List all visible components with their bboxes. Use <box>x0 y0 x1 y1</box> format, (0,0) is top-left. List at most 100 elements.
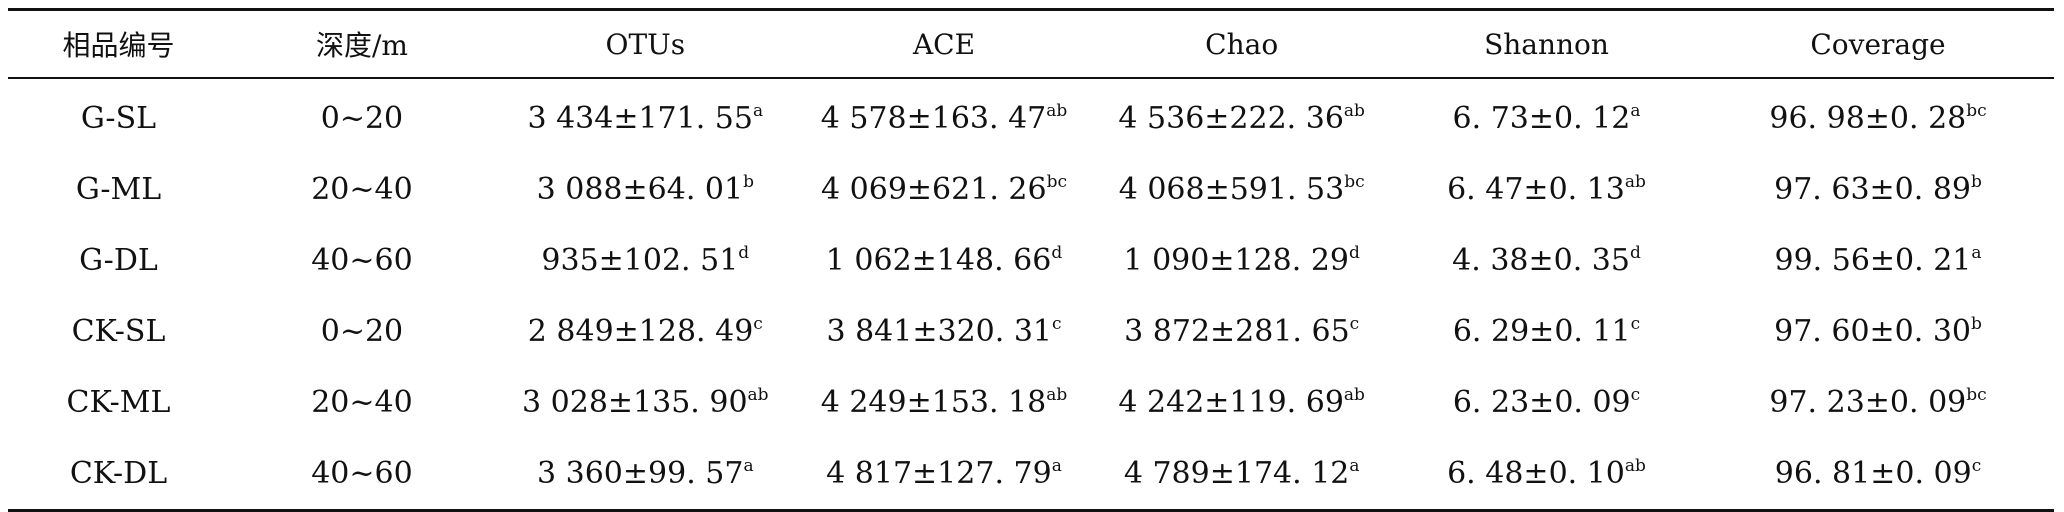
significance-letter: d <box>738 243 750 263</box>
cell-value: 4 069±621. 26 <box>821 172 1047 207</box>
chao-cell: 3 872±281. 65c <box>1092 296 1391 367</box>
otus-cell: 3 360±99. 57a <box>495 438 796 511</box>
significance-letter: a <box>743 456 754 476</box>
otus-cell: 2 849±128. 49c <box>495 296 796 367</box>
shannon-cell: 4. 38±0. 35d <box>1391 225 1702 296</box>
shannon-cell: 6. 47±0. 13ab <box>1391 154 1702 225</box>
sample-id-cell: CK-ML <box>66 385 171 420</box>
significance-letter: a <box>1349 456 1360 476</box>
significance-letter: d <box>1349 243 1360 263</box>
header-ace: ACE <box>912 27 976 61</box>
significance-letter: ab <box>1624 456 1646 476</box>
ace-cell: 4 069±621. 26bc <box>796 154 1093 225</box>
sample-id-cell: CK-SL <box>71 314 166 349</box>
diversity-table: 相品编号 深度/m OTUs ACE Chao Shannon Coverage… <box>8 8 2054 512</box>
otus-cell: 935±102. 51d <box>495 225 796 296</box>
table-row: CK-SL 0~20 2 849±128. 49c 3 841±320. 31c… <box>8 296 2054 367</box>
cell-value: 99. 56±0. 21 <box>1774 243 1972 278</box>
ace-cell: 3 841±320. 31c <box>796 296 1093 367</box>
sample-id-cell: CK-DL <box>69 456 168 491</box>
significance-letter: c <box>1971 456 1982 476</box>
cell-value: 2 849±128. 49 <box>527 314 754 349</box>
significance-letter: ab <box>1046 385 1068 405</box>
significance-letter: d <box>1629 243 1641 263</box>
data-table-container: 相品编号 深度/m OTUs ACE Chao Shannon Coverage… <box>8 8 2054 512</box>
significance-letter: a <box>1051 456 1062 476</box>
significance-letter: ab <box>747 385 769 405</box>
depth-cell: 0~20 <box>320 101 404 136</box>
cell-value: 96. 98±0. 28 <box>1769 101 1967 136</box>
cell-value: 4 249±153. 18 <box>820 385 1047 420</box>
cell-value: 1 090±128. 29 <box>1123 243 1349 278</box>
significance-letter: a <box>1630 101 1641 121</box>
cell-value: 97. 63±0. 89 <box>1774 172 1971 207</box>
table-row: G-ML 20~40 3 088±64. 01b 4 069±621. 26bc… <box>8 154 2054 225</box>
significance-letter: ab <box>1624 172 1646 192</box>
shannon-cell: 6. 48±0. 10ab <box>1391 438 1702 511</box>
cell-value: 3 841±320. 31 <box>826 314 1052 349</box>
table-row: G-SL 0~20 3 434±171. 55a 4 578±163. 47ab… <box>8 78 2054 154</box>
cell-value: 3 434±171. 55 <box>527 101 753 136</box>
table-row: CK-ML 20~40 3 028±135. 90ab 4 249±153. 1… <box>8 367 2054 438</box>
significance-letter: b <box>1971 172 1982 192</box>
significance-letter: b <box>743 172 754 192</box>
cell-value: 6. 29±0. 11 <box>1452 314 1631 349</box>
significance-letter: d <box>1051 243 1063 263</box>
cell-value: 4. 38±0. 35 <box>1452 243 1630 278</box>
shannon-cell: 6. 23±0. 09c <box>1391 367 1702 438</box>
significance-letter: bc <box>1966 101 1987 121</box>
coverage-cell: 96. 81±0. 09c <box>1702 438 2054 511</box>
ace-cell: 4 249±153. 18ab <box>796 367 1093 438</box>
coverage-cell: 97. 23±0. 09bc <box>1702 367 2054 438</box>
cell-value: 4 068±591. 53 <box>1118 172 1345 207</box>
table-row: G-DL 40~60 935±102. 51d 1 062±148. 66d 1… <box>8 225 2054 296</box>
cell-value: 3 872±281. 65 <box>1124 314 1350 349</box>
significance-letter: c <box>1052 314 1062 334</box>
cell-value: 6. 47±0. 13 <box>1447 172 1625 207</box>
cell-value: 935±102. 51 <box>541 243 739 278</box>
cell-value: 6. 48±0. 10 <box>1447 456 1625 491</box>
significance-letter: bc <box>1344 172 1365 192</box>
otus-cell: 3 434±171. 55a <box>495 78 796 154</box>
sample-id-cell: G-DL <box>79 243 158 278</box>
cell-value: 4 817±127. 79 <box>826 456 1052 491</box>
chao-cell: 4 536±222. 36ab <box>1092 78 1391 154</box>
coverage-cell: 97. 60±0. 30b <box>1702 296 2054 367</box>
depth-cell: 40~60 <box>311 243 413 278</box>
cell-value: 96. 81±0. 09 <box>1774 456 1972 491</box>
sample-id-cell: G-ML <box>75 172 162 207</box>
significance-letter: c <box>1630 385 1641 405</box>
coverage-cell: 97. 63±0. 89b <box>1702 154 2054 225</box>
ace-cell: 4 817±127. 79a <box>796 438 1093 511</box>
header-sample-id: 相品编号 <box>62 29 175 62</box>
cell-value: 4 536±222. 36 <box>1118 101 1344 136</box>
chao-cell: 4 242±119. 69ab <box>1092 367 1391 438</box>
depth-cell: 20~40 <box>311 385 413 420</box>
significance-letter: c <box>1630 314 1641 334</box>
cell-value: 6. 73±0. 12 <box>1452 101 1631 136</box>
significance-letter: c <box>753 314 763 334</box>
header-otus: OTUs <box>605 27 686 61</box>
header-row: 相品编号 深度/m OTUs ACE Chao Shannon Coverage <box>8 9 2054 78</box>
significance-letter: a <box>1971 243 1982 263</box>
cell-value: 4 578±163. 47 <box>820 101 1047 136</box>
cell-value: 3 088±64. 01 <box>536 172 744 207</box>
chao-cell: 1 090±128. 29d <box>1092 225 1391 296</box>
cell-value: 3 360±99. 57 <box>537 456 744 491</box>
ace-cell: 4 578±163. 47ab <box>796 78 1093 154</box>
significance-letter: bc <box>1966 385 1987 405</box>
table-row: CK-DL 40~60 3 360±99. 57a 4 817±127. 79a… <box>8 438 2054 511</box>
depth-cell: 20~40 <box>311 172 413 207</box>
shannon-cell: 6. 73±0. 12a <box>1391 78 1702 154</box>
chao-cell: 4 068±591. 53bc <box>1092 154 1391 225</box>
significance-letter: c <box>1349 314 1360 334</box>
header-depth: 深度/m <box>315 29 408 62</box>
header-coverage: Coverage <box>1810 27 1946 61</box>
coverage-cell: 99. 56±0. 21a <box>1702 225 2054 296</box>
significance-letter: ab <box>1343 101 1365 121</box>
header-chao: Chao <box>1205 27 1279 61</box>
cell-value: 4 789±174. 12 <box>1123 456 1350 491</box>
cell-value: 97. 23±0. 09 <box>1769 385 1967 420</box>
sample-id-cell: G-SL <box>80 101 157 136</box>
shannon-cell: 6. 29±0. 11c <box>1391 296 1702 367</box>
